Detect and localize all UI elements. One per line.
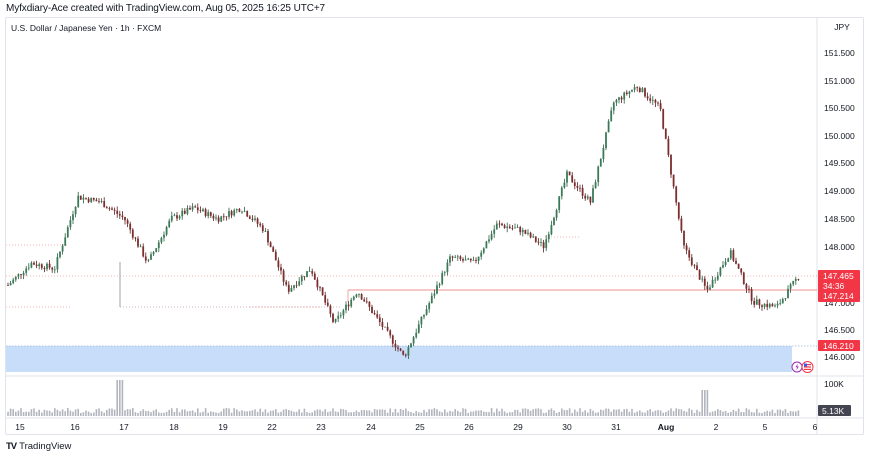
demand-zone[interactable]	[6, 346, 792, 372]
candlestick-series	[7, 84, 800, 360]
symbol-title[interactable]: U.S. Dollar / Japanese Yen · 1h · FXCM	[11, 23, 162, 33]
time-tick: 25	[415, 422, 425, 432]
lightning-glyph-icon	[795, 363, 799, 371]
time-tick: 24	[366, 422, 376, 432]
time-tick: 30	[562, 422, 572, 432]
bar-countdown: 34:36	[823, 281, 845, 291]
attribution-text: Myfxdiary-Ace created with TradingView.c…	[6, 3, 326, 14]
time-tick: 31	[611, 422, 621, 432]
price-tick: 148.500	[824, 214, 855, 224]
tradingview-logo[interactable]: TV TradingView	[6, 441, 71, 452]
last-price-label: 147.465 34:36 147.214	[818, 270, 860, 302]
time-tick-month: Aug	[658, 422, 675, 432]
price-axis[interactable]: 151.500 151.000 150.500 150.000 149.500 …	[824, 48, 855, 389]
level-price-value: 147.214	[823, 291, 854, 301]
event-icons[interactable]	[791, 361, 814, 373]
price-tick: 146.500	[824, 325, 855, 335]
time-tick: 5	[763, 422, 768, 432]
price-tick: 151.000	[824, 76, 855, 86]
price-tick: 151.500	[824, 48, 855, 58]
currency-label[interactable]: JPY	[834, 22, 850, 32]
time-tick: 17	[119, 422, 129, 432]
time-tick: 29	[513, 422, 523, 432]
volume-value-label: 5.13K	[818, 405, 851, 416]
time-tick: 16	[70, 422, 80, 432]
brand-name: TradingView	[19, 441, 72, 452]
time-tick: 15	[15, 422, 25, 432]
time-tick: 19	[218, 422, 228, 432]
chart-frame	[5, 17, 864, 435]
zone-price-value: 146.210	[823, 341, 854, 351]
tradingview-logo-icon: TV	[6, 441, 17, 452]
price-tick: 150.500	[824, 103, 855, 113]
last-price-value: 147.465	[823, 271, 854, 281]
price-tick: 149.500	[824, 158, 855, 168]
time-tick: 23	[316, 422, 326, 432]
time-tick: 26	[464, 422, 474, 432]
volume-last-value: 5.13K	[822, 406, 845, 416]
price-tick: 146.000	[824, 352, 855, 362]
volume-series	[7, 380, 800, 416]
price-tick: 150.000	[824, 131, 855, 141]
zone-price-label: 146.210	[818, 340, 860, 351]
price-tick: 148.000	[824, 242, 855, 252]
volume-scale-tick: 100K	[824, 379, 844, 389]
time-axis[interactable]: 15 16 17 18 19 22 23 24 25 26 29 30 31 A…	[15, 422, 817, 432]
price-tick: 147.000	[824, 298, 855, 308]
time-tick: 18	[169, 422, 179, 432]
time-tick: 2	[714, 422, 719, 432]
time-tick: 22	[267, 422, 277, 432]
price-tick: 149.000	[824, 186, 855, 196]
time-tick: 6	[813, 422, 818, 432]
